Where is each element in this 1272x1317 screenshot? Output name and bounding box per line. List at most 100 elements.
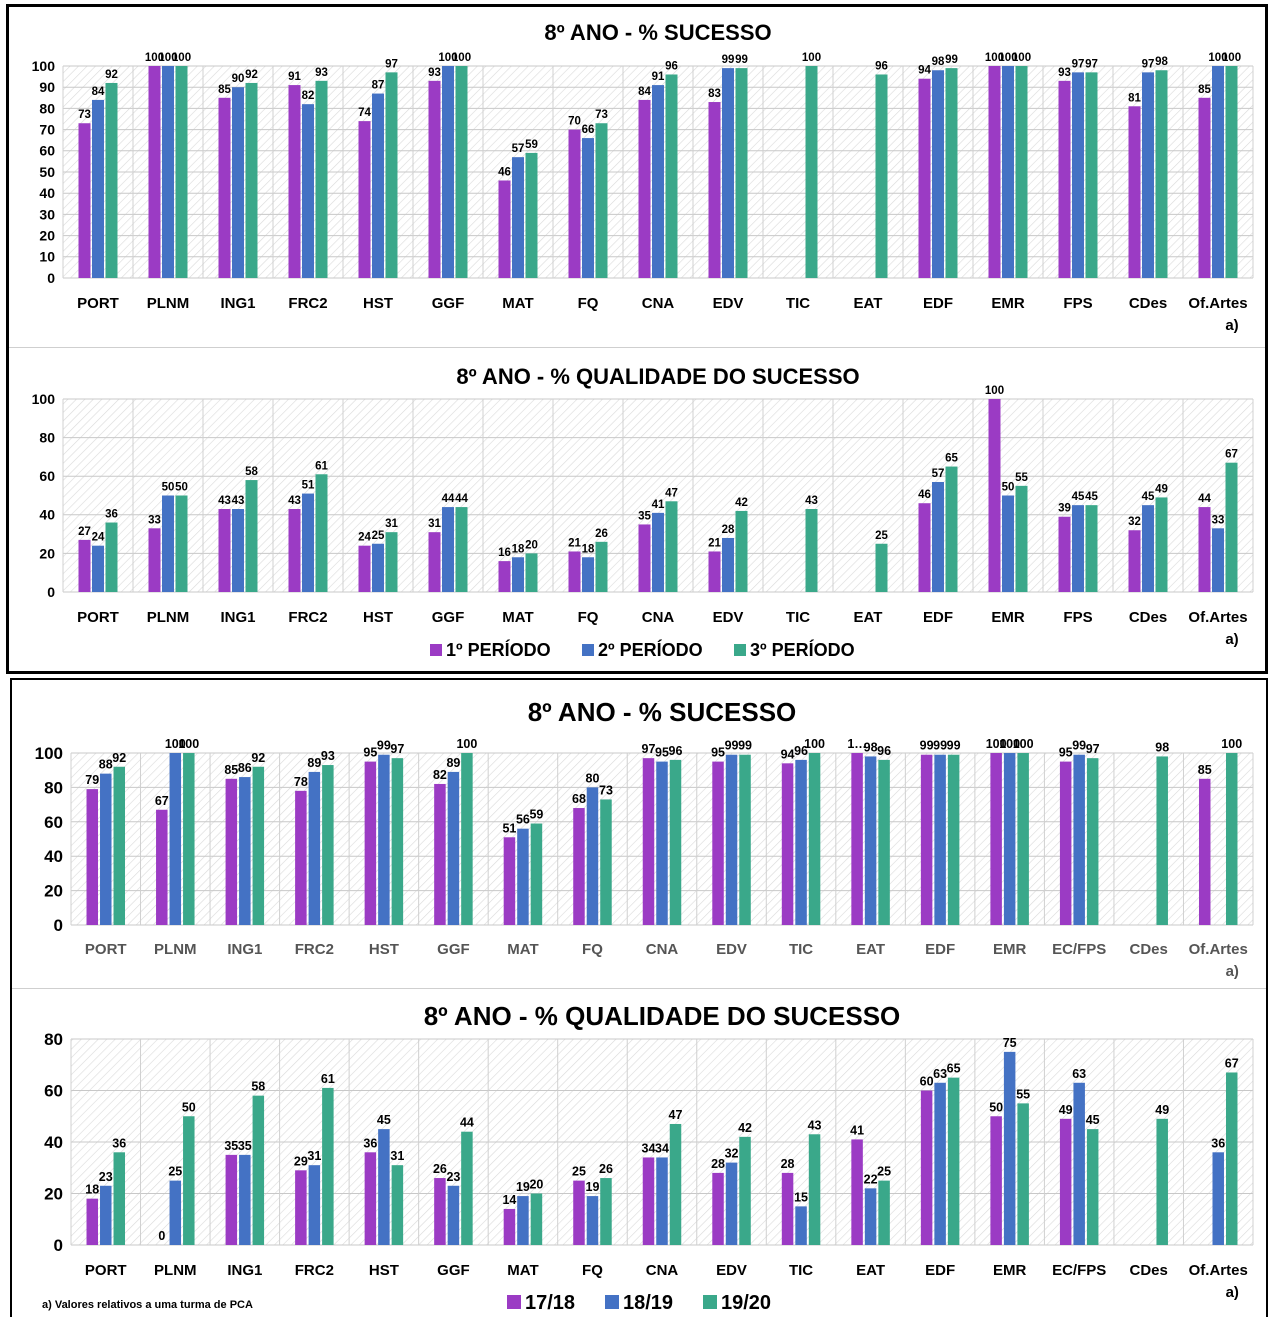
data-label: 89: [446, 756, 460, 770]
bar-3-per-odo: [875, 74, 888, 278]
data-label: 59: [529, 808, 543, 822]
data-label: 94: [781, 747, 795, 761]
data-label: 50: [175, 482, 188, 494]
data-label: 80: [586, 771, 600, 785]
data-label: 43: [288, 495, 301, 507]
data-label: 100: [165, 737, 186, 751]
bar-2-per-odo: [932, 481, 944, 592]
legend-swatch: [734, 644, 746, 656]
data-label: 91: [288, 71, 301, 83]
x-tick-label: Of.Artes: [1188, 609, 1247, 626]
data-label: 55: [1016, 1087, 1030, 1101]
x-tick-label: PLNM: [147, 609, 190, 626]
x-tick-label: FRC2: [288, 295, 327, 312]
data-label: 61: [315, 460, 328, 472]
data-label: 36: [105, 509, 118, 521]
y-tick-label: 10: [39, 249, 55, 265]
bar-18-19: [1003, 753, 1016, 925]
x-tick-label: CNA: [646, 1262, 679, 1279]
bar-17-18: [434, 1178, 446, 1245]
bar-1-per-odo: [988, 66, 1001, 278]
bar-2-per-odo: [1072, 505, 1084, 592]
y-tick-label: 40: [44, 847, 63, 866]
bar-3-per-odo: [665, 74, 678, 278]
data-label: 92: [105, 69, 118, 81]
bar-2-per-odo: [1002, 66, 1014, 278]
data-label: 91: [652, 71, 665, 83]
y-tick-label: 20: [39, 228, 55, 244]
data-label: 100: [985, 52, 1004, 64]
data-label: 100: [1208, 52, 1227, 64]
data-label: 43: [808, 1118, 822, 1132]
bar-19-20: [252, 1095, 265, 1245]
bar-3-per-odo: [385, 72, 398, 278]
x-tick-label: EAT: [856, 1262, 885, 1279]
data-label: 99: [920, 739, 934, 753]
data-label: 100: [802, 52, 821, 64]
data-label: 65: [945, 453, 958, 465]
data-label: 43: [218, 495, 231, 507]
data-label: 46: [498, 166, 511, 178]
bar-19-20: [600, 799, 612, 925]
data-label: 95: [1059, 746, 1073, 760]
legend-swatch: [507, 1295, 521, 1309]
data-label: 32: [725, 1147, 739, 1161]
y-tick-label: 40: [44, 1133, 63, 1152]
y-tick-label: 40: [39, 507, 55, 523]
bar-17-18: [1198, 778, 1211, 925]
bar-3-per-odo: [1015, 66, 1028, 278]
data-label: 59: [525, 139, 538, 151]
panel-divider: [12, 988, 1266, 989]
data-label: 96: [669, 744, 683, 758]
data-label: 94: [918, 65, 931, 77]
data-label: 27: [78, 526, 91, 538]
data-label: 28: [711, 1157, 725, 1171]
bar-3-per-odo: [245, 480, 258, 592]
bar-19-20: [808, 1134, 821, 1245]
x-tick-label: PORT: [85, 941, 127, 958]
data-label: 46: [918, 489, 931, 501]
y-tick-label: 60: [44, 813, 63, 832]
bar-3-per-odo: [1085, 72, 1098, 278]
data-label: 51: [502, 821, 516, 835]
data-label: 43: [232, 495, 245, 507]
data-label: 47: [669, 1108, 683, 1122]
data-label: 31: [390, 1149, 404, 1163]
x-tick-label: EDF: [923, 609, 953, 626]
data-label: 36: [363, 1136, 377, 1150]
data-label: 99: [945, 54, 958, 66]
bar-2-per-odo: [372, 93, 384, 278]
bar-1-per-odo: [638, 524, 651, 592]
data-label: 68: [572, 792, 586, 806]
bar-19-20: [461, 1131, 473, 1245]
data-label: 97: [1086, 742, 1100, 756]
data-label: 98: [864, 740, 878, 754]
y-tick-label: 80: [44, 778, 63, 797]
x-tick-label: EDF: [923, 295, 953, 312]
data-label: 97: [1085, 58, 1098, 70]
data-label: 67: [155, 794, 169, 808]
data-label: 14: [502, 1193, 516, 1207]
bar-19-20: [391, 1165, 404, 1245]
data-label: 19: [586, 1180, 600, 1194]
x-tick-label: TIC: [786, 295, 810, 312]
bar-1-per-odo: [568, 551, 581, 592]
bar-2-per-odo: [1142, 72, 1154, 278]
x-tick-label: MAT: [507, 1262, 538, 1279]
legend-label: 17/18: [525, 1292, 575, 1314]
bar-19-20: [391, 758, 404, 925]
data-label: 23: [99, 1170, 113, 1184]
data-label: 25: [168, 1165, 182, 1179]
bar-3-per-odo: [735, 68, 748, 279]
bar-17-18: [156, 809, 168, 925]
bar-2-per-odo: [372, 543, 384, 592]
data-label: 93: [315, 67, 328, 79]
x-tick-label: FRC2: [288, 609, 327, 626]
bar-3-per-odo: [105, 522, 118, 592]
y-tick-label: 100: [35, 744, 63, 763]
data-label: 100: [985, 385, 1004, 397]
data-label: 78: [294, 775, 308, 789]
bar-17-18: [712, 1172, 724, 1245]
bar-17-18: [86, 789, 99, 925]
bar-1-per-odo: [148, 66, 161, 278]
